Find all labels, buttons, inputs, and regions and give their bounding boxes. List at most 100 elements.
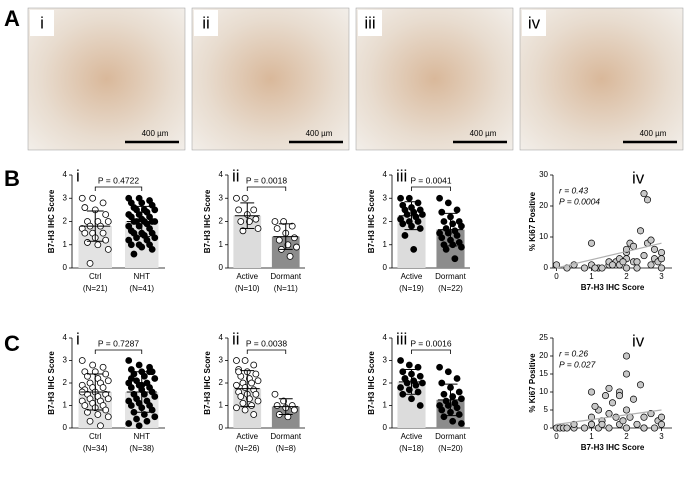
histology-image [519, 7, 684, 151]
y-tick-label: 0 [383, 263, 388, 272]
data-point [99, 199, 107, 207]
data-point [273, 225, 281, 232]
data-point [444, 402, 452, 409]
x-tick-label: 3 [659, 272, 664, 281]
data-point [633, 264, 641, 272]
stat-annotation: r = 0.26 [559, 348, 588, 358]
data-point [293, 243, 300, 251]
data-point [151, 375, 159, 382]
data-point [140, 372, 148, 380]
data-point [591, 402, 599, 410]
panel-numeral: iii [396, 329, 407, 348]
y-tick-label: 4 [63, 170, 68, 179]
x-tick-label: NHT [134, 432, 151, 441]
x-tick-note: (N=10) [235, 284, 260, 293]
data-point [647, 261, 655, 269]
y-tick-label: 20 [539, 201, 548, 210]
y-tick-label: 0 [219, 423, 224, 432]
data-point [640, 424, 648, 432]
data-point [246, 218, 253, 225]
stat-annotation: P = 0.027 [559, 359, 596, 369]
p-value: P = 0.4722 [98, 175, 139, 185]
data-point [78, 194, 86, 202]
panel-letter: A [4, 6, 20, 31]
y-tick-label: 10 [539, 232, 548, 241]
stat-annotation: r = 0.43 [559, 185, 588, 195]
data-point [135, 422, 143, 430]
data-point [84, 408, 91, 416]
data-point [271, 390, 279, 398]
data-point [401, 232, 409, 239]
data-point [246, 395, 253, 403]
data-point [552, 261, 561, 269]
data-point [140, 206, 148, 214]
data-point [419, 379, 426, 387]
data-point [252, 215, 260, 223]
y-axis-label: B7-H3 IHC Score [47, 351, 56, 415]
data-point [151, 393, 159, 400]
data-point [254, 397, 262, 405]
data-point [284, 413, 292, 421]
image-label-box [522, 10, 546, 36]
data-point [605, 424, 613, 432]
data-point [81, 402, 89, 409]
data-point [286, 252, 294, 260]
data-point [280, 397, 287, 405]
data-point [414, 388, 422, 396]
p-value: P = 0.0018 [246, 175, 287, 185]
data-point [629, 395, 638, 403]
data-point [640, 252, 648, 260]
y-tick-label: 15 [539, 369, 548, 378]
y-tick-label: 0 [544, 423, 549, 432]
y-tick-label: 1 [383, 401, 388, 410]
data-point [622, 264, 631, 272]
data-point [99, 384, 107, 391]
image-label: i [40, 13, 44, 32]
data-point [148, 245, 156, 253]
data-point [241, 194, 249, 202]
y-tick-label: 0 [219, 263, 224, 272]
scale-bar-label: 400 µm [470, 129, 497, 138]
panel-numeral: ii [232, 329, 240, 348]
scale-bar-label: 400 µm [306, 129, 333, 138]
data-point [455, 388, 463, 396]
y-tick-label: 4 [219, 333, 224, 342]
p-bracket [94, 349, 143, 354]
y-tick-label: 25 [539, 333, 548, 342]
data-point [86, 417, 94, 425]
y-tick-label: 3 [63, 193, 68, 202]
p-bracket [246, 186, 287, 191]
x-tick-label: NHT [134, 272, 151, 281]
data-point [250, 411, 258, 418]
data-point [438, 208, 446, 216]
x-tick-note: (N=18) [399, 444, 424, 453]
panel-numeral: ii [232, 166, 240, 185]
data-point [233, 194, 240, 202]
image-label: iii [364, 13, 375, 32]
data-point [239, 399, 247, 407]
data-point [410, 245, 418, 253]
y-tick-label: 1 [63, 401, 68, 410]
image-label: iv [528, 13, 541, 32]
x-tick-label: 3 [659, 432, 664, 441]
y-tick-label: 2 [383, 378, 388, 387]
x-tick-label: Dormant [435, 272, 466, 281]
y-tick-label: 3 [219, 356, 224, 365]
data-point [405, 386, 413, 394]
data-point [102, 211, 110, 218]
x-tick-note: (N=34) [83, 444, 108, 453]
data-point [416, 372, 424, 380]
y-tick-label: 2 [219, 378, 224, 387]
y-axis-label: B7-H3 IHC Score [367, 189, 376, 253]
y-axis-label: B7-H3 IHC Score [203, 189, 212, 253]
data-point [143, 417, 151, 425]
data-point [399, 368, 407, 376]
data-point [104, 245, 112, 253]
x-tick-label: Ctrl [89, 272, 102, 281]
y-tick-label: 4 [219, 170, 224, 179]
data-point [587, 239, 596, 247]
data-point [591, 264, 599, 272]
x-tick-label: Active [401, 272, 423, 281]
data-point [104, 413, 112, 421]
